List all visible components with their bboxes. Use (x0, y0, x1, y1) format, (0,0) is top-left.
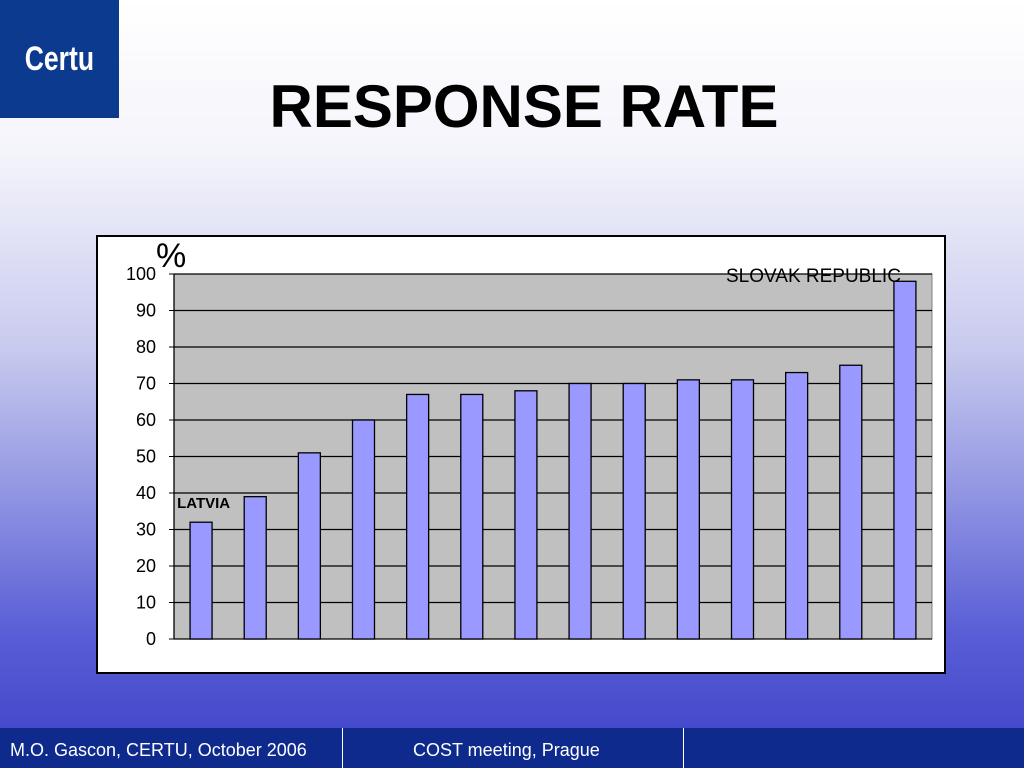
footer-author: M.O. Gascon, CERTU, October 2006 (10, 740, 307, 760)
footer-bar: M.O. Gascon, CERTU, October 2006 COST me… (0, 728, 1024, 768)
bar (405, 393, 430, 640)
annotations: LATVIA SLOVAK REPUBLIC (177, 266, 901, 512)
bar (676, 379, 701, 640)
bar (297, 452, 322, 640)
bars (189, 280, 917, 640)
y-tick-label: 100 (126, 264, 156, 284)
y-axis-ticks: 0 10 20 30 40 50 60 70 80 90 100 (126, 264, 175, 649)
bar (839, 364, 863, 640)
y-tick-label: 20 (136, 556, 156, 576)
footer-divider (683, 728, 684, 768)
y-tick-label: 60 (136, 410, 156, 430)
footer-event: COST meeting, Prague (413, 740, 600, 760)
bar (893, 280, 917, 640)
y-tick-label: 0 (146, 629, 156, 649)
y-unit-label: % (156, 237, 186, 275)
bar (622, 382, 646, 640)
y-tick-label: 80 (136, 337, 156, 357)
y-tick-label: 50 (136, 447, 156, 467)
y-tick-label: 30 (136, 520, 156, 540)
bar (784, 371, 809, 640)
footer-divider (342, 728, 343, 768)
chart-frame: 0 10 20 30 40 50 60 70 80 90 100 LATVIA SLOVAK REPU… (96, 235, 946, 674)
response-rate-chart: 0 10 20 30 40 50 60 70 80 90 100 LATVIA SLOVAK REPU… (126, 237, 933, 649)
bar-annotation: SLOVAK REPUBLIC (726, 266, 901, 287)
bar (514, 390, 538, 640)
y-tick-label: 10 (136, 593, 156, 613)
y-tick-label: 40 (136, 483, 156, 503)
bar (189, 521, 213, 640)
logo-text: Certu (24, 39, 95, 78)
y-tick-label: 70 (136, 374, 156, 394)
bar (243, 495, 267, 640)
bar (460, 393, 484, 640)
bar (351, 419, 376, 640)
bar-annotation: LATVIA (177, 495, 230, 512)
slide-title: RESPONSE RATE (269, 73, 779, 140)
bar (730, 379, 755, 640)
certu-logo: Certu (0, 0, 119, 118)
y-tick-label: 90 (136, 301, 156, 321)
bar (568, 382, 592, 640)
